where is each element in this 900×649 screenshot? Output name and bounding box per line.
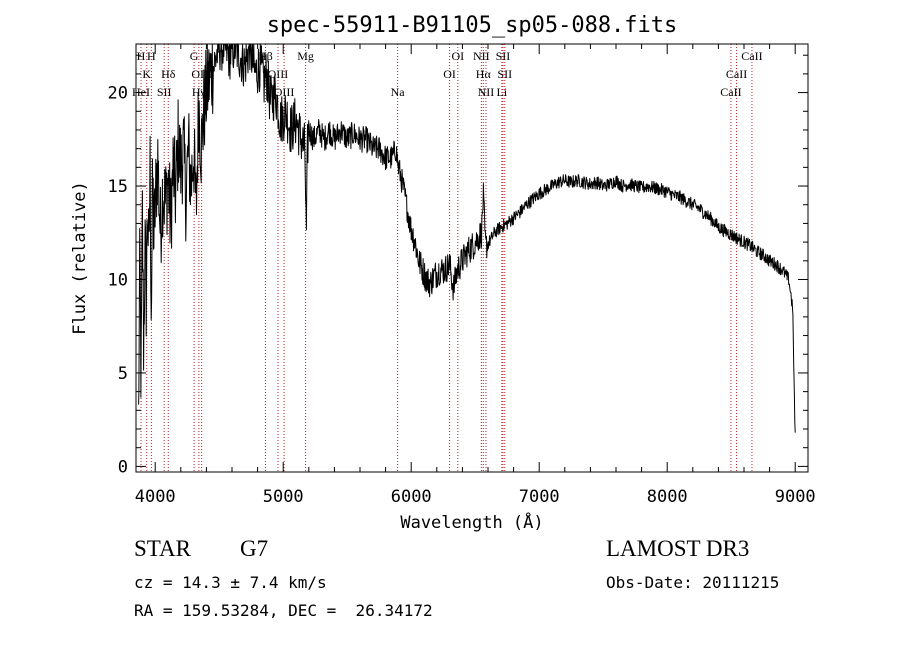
object-subclass: G7 — [240, 536, 269, 561]
x-tick-label-5: 9000 — [775, 487, 816, 507]
line-label-1: K — [142, 67, 151, 81]
line-label-0: H — [137, 49, 146, 63]
line-label-8: Hγ — [192, 85, 207, 99]
survey-name: LAMOST DR3 — [606, 536, 750, 561]
y-tick-label-0: 0 — [118, 457, 128, 477]
line-label-23: CaII — [726, 67, 747, 81]
x-tick-label-3: 7000 — [519, 487, 560, 507]
x-tick-label-4: 8000 — [647, 487, 688, 507]
line-label-13: Na — [391, 85, 406, 99]
line-label-21: Li — [496, 85, 507, 99]
line-label-15: OI — [443, 67, 456, 81]
redshift-cz: cz = 14.3 ± 7.4 km/s — [134, 573, 327, 592]
x-tick-label-0: 4000 — [135, 487, 176, 507]
line-label-24: CaII — [720, 85, 741, 99]
y-tick-label-4: 20 — [108, 84, 128, 104]
line-label-16: NII — [473, 49, 490, 63]
object-class: STAR — [134, 536, 191, 561]
line-label-11: OIII — [274, 85, 295, 99]
line-label-5: Hδ — [161, 67, 176, 81]
line-label-18: NII — [478, 85, 495, 99]
x-tick-label-1: 5000 — [263, 487, 304, 507]
line-label-14: OI — [451, 49, 464, 63]
x-tick-label-2: 6000 — [391, 487, 432, 507]
y-tick-label-2: 10 — [108, 270, 128, 290]
line-label-6: G — [190, 49, 199, 63]
chart-title: spec-55911-B91105_sp05-088.fits — [267, 13, 678, 38]
line-label-2: HeI — [132, 85, 150, 99]
line-label-4: SII — [157, 85, 172, 99]
spectrum-line-0 — [138, 43, 796, 433]
spectral-line-markers — [140, 44, 753, 472]
line-label-17: Hα — [476, 67, 492, 81]
x-axis: 4000 5000 6000 7000 8000 9000 — [135, 44, 816, 507]
line-label-20: SII — [497, 67, 512, 81]
line-label-19: SII — [496, 49, 511, 63]
y-axis: 0 5 10 15 20 — [108, 54, 808, 477]
ra-dec-coordinates: RA = 159.53284, DEC = 26.34172 — [134, 601, 433, 620]
x-axis-label: Wavelength (Å) — [400, 511, 543, 533]
line-label-3: H — [147, 49, 156, 63]
observation-date: Obs-Date: 20111215 — [606, 573, 780, 592]
y-axis-label: Flux (relative) — [70, 181, 90, 335]
line-label-10: OIII — [268, 67, 289, 81]
series-layer — [138, 43, 796, 433]
plot-frame — [135, 43, 809, 473]
y-tick-label-3: 15 — [108, 177, 128, 197]
line-label-22: CaII — [741, 49, 762, 63]
line-label-12: Mg — [297, 49, 314, 63]
y-tick-label-1: 5 — [118, 364, 128, 384]
